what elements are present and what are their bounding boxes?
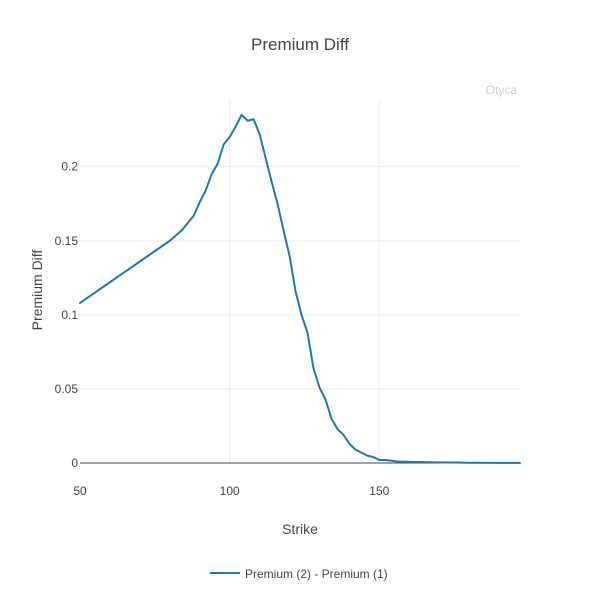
y-tick-label: 0.1 (61, 308, 78, 322)
x-tick-label: 50 (73, 484, 87, 498)
y-tick-label: 0.05 (55, 382, 79, 396)
legend: Premium (2) - Premium (1) (210, 567, 388, 581)
x-axis-title: Strike (282, 521, 318, 537)
x-tick-label: 100 (220, 484, 240, 498)
y-axis-title: Premium Diff (29, 250, 45, 331)
grid-layer (80, 100, 520, 463)
chart-title: Premium Diff (251, 35, 349, 54)
y-tick-label: 0.2 (61, 160, 78, 174)
tick-label-layer: 50 100 150 0 0.05 0.1 0.15 0.2 (55, 160, 390, 498)
y-tick-label: 0 (71, 456, 78, 470)
legend-series-label: Premium (2) - Premium (1) (245, 567, 388, 581)
series-line (79, 113, 521, 464)
y-tick-label: 0.15 (55, 234, 79, 248)
x-tick-label: 150 (369, 484, 389, 498)
watermark-label: Otyca (486, 83, 518, 97)
series-layer (79, 113, 521, 464)
